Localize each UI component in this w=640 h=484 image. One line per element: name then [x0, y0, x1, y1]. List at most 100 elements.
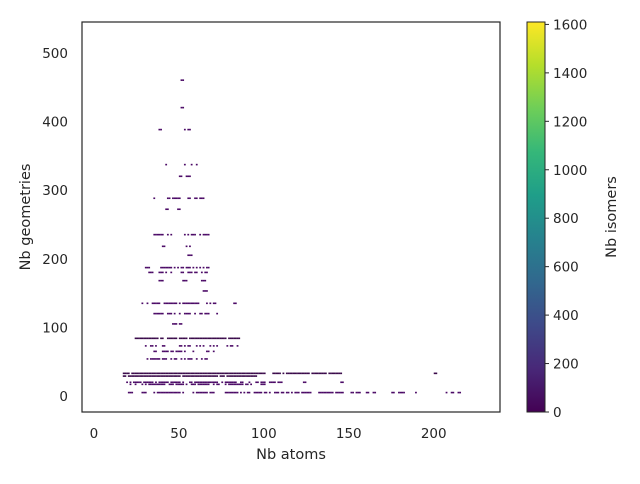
heatmap-cell: [136, 375, 139, 377]
heatmap-cell: [178, 337, 181, 340]
heatmap-cell: [212, 383, 215, 386]
heatmap-cell: [187, 233, 190, 236]
heatmap-cell: [243, 375, 246, 377]
colorbar-tick-label: 1200: [553, 114, 587, 130]
heatmap-cell: [144, 383, 147, 386]
heatmap-cell: [189, 372, 191, 375]
heatmap-cell: [134, 337, 137, 340]
heatmap-cell: [155, 358, 157, 360]
heatmap-cell: [280, 391, 283, 394]
heatmap-cell: [189, 266, 191, 269]
heatmap-cell: [243, 391, 246, 394]
heatmap-cell: [206, 233, 208, 236]
heatmap-cell: [180, 358, 183, 360]
heatmap-cell: [172, 383, 174, 386]
heatmap-cell: [435, 372, 438, 375]
heatmap-cell: [127, 372, 130, 375]
heatmap-cell: [275, 391, 278, 394]
heatmap-cell: [192, 337, 195, 340]
heatmap-cell: [166, 208, 169, 211]
heatmap-cell: [260, 383, 263, 386]
heatmap-cell: [151, 358, 154, 360]
heatmap-cell: [177, 391, 179, 394]
heatmap-cell: [241, 375, 244, 377]
heatmap-cell: [155, 302, 157, 305]
heatmap-cell: [168, 266, 171, 269]
heatmap-cell: [194, 372, 196, 375]
heatmap-cell: [304, 391, 307, 394]
heatmap-cell: [175, 197, 178, 200]
heatmap-cell: [211, 391, 213, 394]
heatmap-cell: [240, 375, 242, 377]
heatmap-cell: [214, 302, 217, 305]
heatmap-cell: [197, 372, 200, 375]
heatmap-cell: [178, 391, 181, 394]
heatmap-cell: [165, 266, 168, 269]
heatmap-cell: [231, 337, 234, 340]
heatmap-cell: [139, 372, 142, 375]
heatmap-cell: [175, 372, 178, 375]
heatmap-cell: [166, 350, 169, 353]
colorbar-tick-label: 1600: [553, 17, 587, 33]
heatmap-cell: [173, 337, 176, 340]
heatmap-cell: [277, 381, 280, 384]
heatmap-cell: [206, 266, 208, 269]
heatmap-cell: [187, 358, 190, 360]
heatmap-cell: [177, 208, 179, 211]
heatmap-cell: [136, 337, 139, 340]
heatmap-cell: [228, 391, 230, 394]
heatmap-cell: [149, 271, 152, 274]
heatmap-cell: [452, 391, 455, 394]
heatmap-cell: [160, 271, 162, 274]
heatmap-cell: [206, 337, 208, 340]
heatmap-cell: [132, 372, 135, 375]
heatmap-cell: [282, 391, 285, 394]
heatmap-cell: [158, 279, 161, 282]
heatmap-cell: [199, 197, 202, 200]
heatmap-cell: [189, 358, 191, 360]
heatmap-cell: [143, 337, 145, 340]
heatmap-cell: [173, 312, 176, 315]
heatmap-cell: [336, 372, 339, 375]
heatmap-cell: [158, 381, 161, 384]
heatmap-cell: [229, 337, 232, 340]
heatmap-cell: [177, 350, 179, 353]
heatmap-cell: [182, 302, 185, 305]
heatmap-cell: [168, 391, 171, 394]
heatmap-cell: [175, 381, 178, 384]
heatmap-cell: [297, 372, 300, 375]
heatmap-cell: [190, 271, 193, 274]
heatmap-cell: [229, 375, 232, 377]
heatmap-cell: [178, 302, 181, 305]
heatmap-cell: [178, 323, 181, 325]
heatmap-cell: [328, 391, 331, 394]
heatmap-cell: [289, 372, 292, 375]
heatmap-cell: [144, 372, 147, 375]
heatmap-cell: [170, 271, 173, 274]
heatmap-cell: [217, 383, 220, 386]
heatmap-cell: [155, 381, 157, 384]
heatmap-cell: [146, 381, 149, 384]
heatmap-cell: [231, 372, 234, 375]
heatmap-cell: [197, 391, 200, 394]
heatmap-cell: [138, 372, 140, 375]
heatmap-cell: [234, 375, 237, 377]
heatmap-cell: [433, 372, 436, 375]
heatmap-cell: [211, 372, 213, 375]
heatmap-cell: [291, 391, 293, 394]
heatmap-cell: [175, 358, 178, 360]
heatmap-cell: [206, 271, 208, 274]
heatmap-cell: [221, 381, 224, 384]
y-tick-label: 200: [42, 252, 68, 268]
heatmap-cell: [166, 375, 169, 377]
heatmap-cell: [177, 372, 179, 375]
heatmap-cell: [253, 372, 256, 375]
heatmap-cell: [160, 128, 162, 131]
heatmap-cell: [180, 79, 183, 81]
heatmap-cell: [248, 391, 251, 394]
x-tick-label: 200: [421, 426, 447, 442]
heatmap-cell: [190, 233, 193, 236]
heatmap-cell: [415, 391, 417, 394]
heatmap-cell: [199, 372, 202, 375]
heatmap-cell: [268, 391, 271, 394]
